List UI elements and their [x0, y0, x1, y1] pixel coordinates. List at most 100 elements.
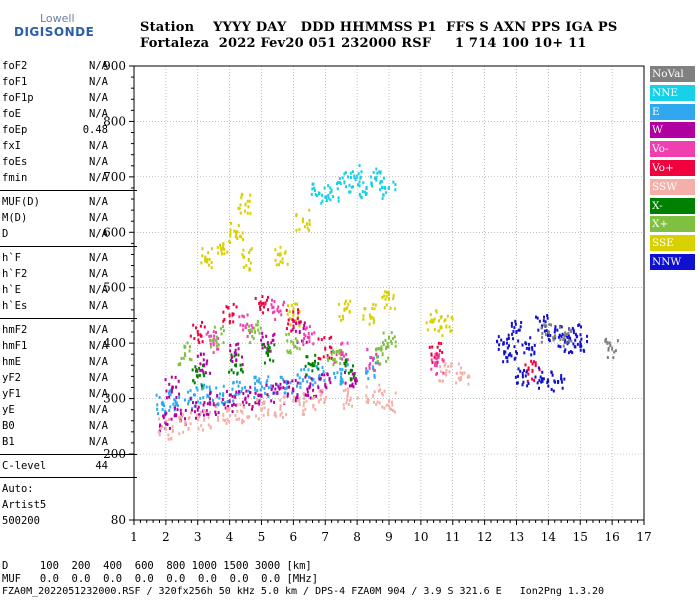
data-point-SSW — [365, 394, 368, 398]
data-point-W — [229, 343, 232, 347]
data-point-SSW — [217, 415, 220, 419]
data-point-NNE — [373, 176, 376, 180]
data-point-Vo- — [205, 332, 208, 336]
data-point-SSE — [392, 294, 395, 298]
data-point-W — [306, 387, 309, 391]
data-point-E — [219, 392, 222, 396]
data-point-W — [209, 391, 212, 395]
data-point-SSW — [239, 403, 242, 407]
data-point-X+ — [330, 352, 333, 356]
data-point-SSW — [302, 396, 305, 400]
legend-item-4: Vo- — [650, 141, 695, 158]
data-point-Vo+ — [258, 301, 261, 305]
data-point-W — [165, 396, 168, 400]
data-point-W — [298, 330, 301, 335]
data-point-W — [235, 403, 238, 407]
data-point-NNW — [522, 368, 525, 372]
data-point-SSE — [243, 255, 246, 259]
data-point-NNE — [344, 171, 347, 175]
data-point-W — [351, 372, 354, 376]
data-point-NNW — [500, 338, 503, 342]
param-value-6: N/A — [89, 156, 108, 168]
param-label-3: foE — [2, 108, 21, 120]
data-point-X- — [239, 363, 242, 367]
data-point-X- — [195, 374, 198, 378]
data-point-Vo- — [372, 368, 375, 372]
data-point-NNW — [546, 316, 549, 320]
y-tick-label: 200 — [103, 447, 126, 461]
data-point-Vo+ — [438, 349, 441, 353]
data-point-SSW — [257, 417, 260, 421]
data-point-W — [287, 381, 290, 385]
param-value-17: N/A — [89, 356, 108, 368]
data-point-NNW — [560, 374, 563, 378]
data-point-NoVal — [563, 335, 566, 340]
data-point-NNE — [372, 170, 375, 174]
data-point-NNE — [379, 188, 382, 192]
data-point-X+ — [215, 335, 218, 340]
data-point-SSE — [387, 290, 390, 294]
data-point-SSE — [249, 211, 252, 215]
data-point-NNW — [574, 332, 577, 336]
data-point-Vo- — [435, 361, 438, 365]
data-point-W — [175, 385, 178, 389]
data-point-SSW — [461, 371, 464, 376]
data-point-Vo+ — [232, 320, 235, 324]
data-point-SSW — [439, 370, 442, 374]
data-point-W — [202, 403, 205, 407]
data-point-W — [171, 385, 174, 389]
data-point-NNE — [364, 190, 367, 194]
data-point-SSE — [229, 231, 232, 235]
data-point-SSE — [237, 206, 240, 210]
data-point-X+ — [393, 335, 396, 339]
data-point-SSE — [228, 239, 231, 243]
data-point-SSW — [242, 420, 245, 424]
data-point-NNW — [503, 352, 506, 356]
data-point-NNW — [575, 335, 578, 339]
data-point-W — [199, 368, 202, 372]
data-point-SSW — [190, 411, 193, 415]
data-point-SSW — [455, 371, 458, 375]
data-point-Vo- — [442, 359, 445, 363]
data-point-NNW — [502, 341, 505, 345]
data-point-E — [174, 399, 177, 404]
data-point-E — [323, 378, 326, 382]
data-point-SSE — [440, 315, 443, 319]
data-point-SSE — [294, 302, 297, 306]
data-point-X+ — [251, 334, 254, 338]
data-point-Vo- — [242, 328, 245, 332]
data-point-NNW — [577, 323, 580, 327]
data-point-NNW — [574, 338, 577, 342]
data-point-W — [259, 393, 262, 397]
data-point-NoVal — [616, 339, 619, 343]
data-point-Vo+ — [259, 300, 262, 304]
data-point-X- — [313, 363, 316, 367]
data-point-NoVal — [552, 338, 555, 342]
data-point-W — [325, 386, 328, 390]
data-point-Vo- — [435, 357, 438, 361]
data-point-SSE — [347, 302, 350, 306]
data-point-NNE — [369, 175, 372, 179]
data-point-NNE — [351, 170, 354, 174]
x-tick-label: 15 — [573, 530, 588, 544]
data-point-W — [315, 394, 318, 398]
data-point-E — [259, 381, 262, 385]
x-tick-label: 3 — [194, 530, 202, 544]
data-point-W — [296, 393, 299, 397]
data-point-SSE — [292, 313, 295, 318]
data-point-W — [170, 390, 173, 394]
data-point-SSE — [234, 235, 237, 239]
y-tick-label: 800 — [103, 114, 126, 128]
data-point-E — [178, 395, 181, 399]
data-point-Vo+ — [235, 305, 238, 309]
data-point-W — [175, 396, 178, 400]
data-point-Vo+ — [261, 295, 264, 299]
data-point-X+ — [379, 362, 382, 366]
data-point-NNW — [506, 337, 509, 341]
data-point-SSE — [348, 310, 351, 314]
data-point-SSE — [296, 302, 299, 306]
data-point-SSE — [216, 245, 219, 249]
data-point-SSW — [391, 403, 394, 407]
y-tick-label: 900 — [103, 59, 126, 73]
data-point-NNW — [567, 351, 570, 355]
